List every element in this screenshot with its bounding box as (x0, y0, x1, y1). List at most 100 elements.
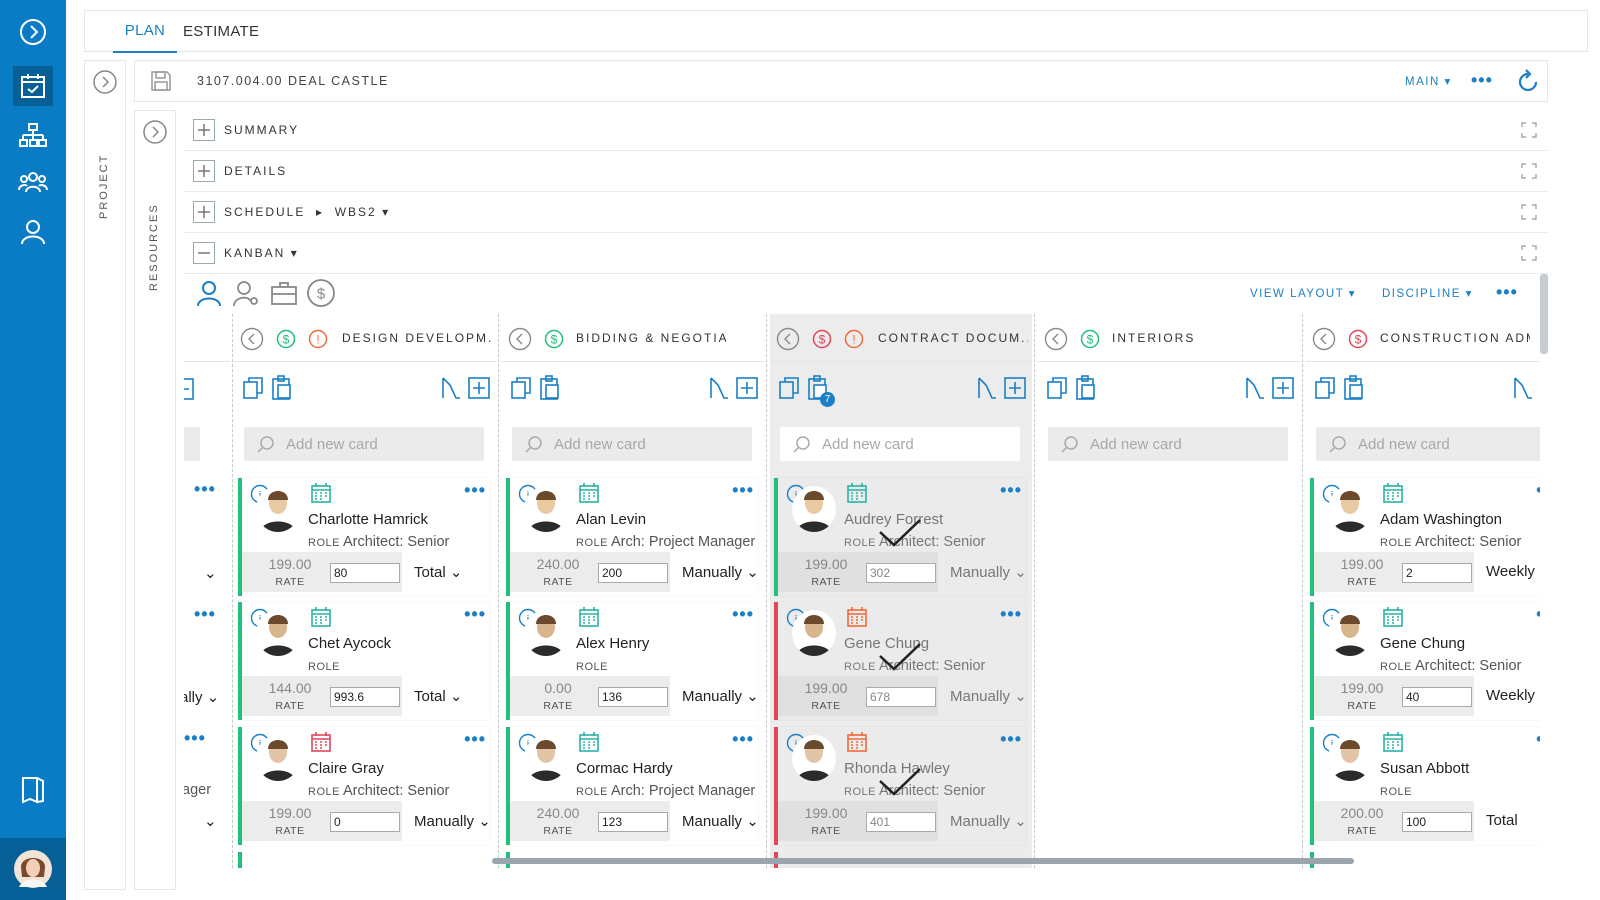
card-more-icon[interactable]: ••• (1000, 604, 1022, 624)
distribution-mode-select[interactable]: Total (1486, 812, 1518, 829)
calendar-icon[interactable] (578, 606, 600, 633)
card-more-icon[interactable]: ••• (464, 729, 486, 749)
card-more-icon[interactable]: ••• (464, 480, 486, 500)
assign-icon[interactable] (1244, 376, 1266, 405)
card-more-icon[interactable]: ••• (1536, 480, 1540, 501)
card-more-icon[interactable]: ••• (1000, 729, 1022, 749)
copy-icon[interactable] (778, 376, 802, 405)
wbs-dropdown[interactable]: WBS2 ▾ (334, 205, 391, 219)
card-more-icon[interactable]: ••• (194, 479, 216, 499)
expand-icon[interactable] (1520, 203, 1538, 226)
calendar-check-icon[interactable] (13, 66, 53, 106)
dollar-icon[interactable]: $ (306, 278, 336, 313)
add-card-icon[interactable] (736, 377, 758, 404)
team-icon[interactable] (13, 162, 53, 202)
expand-rail-icon[interactable] (13, 12, 53, 52)
paste-icon[interactable] (1074, 375, 1098, 406)
calendar-icon[interactable] (1382, 606, 1404, 633)
hours-input[interactable]: 123 (598, 812, 668, 832)
hours-input[interactable]: 40 (1402, 687, 1472, 707)
refresh-icon[interactable] (1515, 69, 1541, 100)
search-box[interactable] (184, 427, 200, 461)
calendar-icon[interactable] (846, 731, 868, 758)
calendar-icon[interactable] (1382, 731, 1404, 758)
calendar-icon[interactable] (310, 482, 332, 509)
distribution-mode-select[interactable]: Weekly (1486, 687, 1535, 704)
card-more-icon[interactable]: ••• (184, 728, 206, 748)
card-more-icon[interactable]: ••• (1536, 604, 1540, 625)
distribution-mode-select[interactable]: Manually ⌄ (682, 564, 759, 581)
paste-icon[interactable] (270, 375, 294, 406)
section-schedule[interactable]: SCHEDULE ▸ WBS2 ▾ (184, 192, 1548, 233)
card-more-icon[interactable]: ••• (732, 604, 754, 624)
plus-icon[interactable] (193, 160, 215, 182)
copy-icon[interactable] (1046, 376, 1070, 405)
tab-plan[interactable]: PLAN (113, 11, 177, 53)
card-more-icon[interactable]: ••• (464, 604, 486, 624)
section-kanban[interactable]: KANBAN ▾ (184, 233, 1548, 274)
calendar-icon[interactable] (310, 606, 332, 633)
collapse-column-icon[interactable] (508, 327, 532, 356)
distribution-mode-select[interactable]: Manually ⌄ (682, 813, 759, 830)
copy-icon[interactable] (1314, 376, 1338, 405)
hours-input[interactable]: 302 (866, 563, 936, 583)
add-card-icon[interactable] (1004, 377, 1026, 404)
hours-input[interactable]: 2 (1402, 563, 1472, 583)
view-layout-dropdown[interactable]: VIEW LAYOUT ▾ (1250, 288, 1357, 300)
distribution-mode-select[interactable]: Total ⌄ (414, 564, 463, 581)
collapse-column-icon[interactable] (240, 327, 264, 356)
main-dropdown[interactable]: MAIN ▾ (1405, 76, 1452, 88)
distribution-mode-select[interactable]: Manually ⌄ (682, 688, 759, 705)
hours-input[interactable]: 100 (1402, 812, 1472, 832)
expand-icon[interactable] (1520, 244, 1538, 267)
card-more-icon[interactable]: ••• (732, 729, 754, 749)
distribution-mode-select[interactable]: Manually ⌄ (950, 688, 1027, 705)
hours-input[interactable]: 993.6 (330, 687, 400, 707)
plus-icon[interactable] (193, 119, 215, 141)
book-icon[interactable] (13, 770, 53, 810)
person-icon[interactable] (196, 279, 222, 312)
tab-estimate[interactable]: ESTIMATE (183, 23, 260, 40)
resource-card[interactable]: i•••Chet AycockROLE144.00RATE993.6Total … (238, 602, 490, 720)
add-card-icon[interactable] (184, 378, 194, 405)
hours-input[interactable]: 80 (330, 563, 400, 583)
minus-icon[interactable] (193, 242, 215, 264)
discipline-dropdown[interactable]: DISCIPLINE ▾ (1382, 288, 1473, 300)
collapse-column-icon[interactable] (776, 327, 800, 356)
assign-icon[interactable] (976, 376, 998, 405)
add-card-icon[interactable] (1272, 377, 1294, 404)
paste-icon[interactable] (538, 375, 562, 406)
calendar-icon[interactable] (578, 731, 600, 758)
assign-icon[interactable] (708, 376, 730, 405)
assign-icon[interactable] (1512, 376, 1534, 405)
card-more-icon[interactable]: ••• (1000, 480, 1022, 500)
copy-icon[interactable] (242, 376, 266, 405)
more-options-icon[interactable]: ••• (1471, 70, 1493, 90)
expand-resources-icon[interactable] (142, 119, 168, 150)
section-details[interactable]: DETAILS (184, 151, 1548, 192)
add-card-search[interactable]: Add new card (1316, 427, 1540, 461)
distribution-mode-select[interactable]: Manually ⌄ (950, 564, 1027, 581)
add-card-icon[interactable] (468, 377, 490, 404)
horizontal-scrollbar[interactable] (492, 858, 1354, 864)
partial-mode[interactable]: ⌄ (204, 813, 217, 830)
collapse-column-icon[interactable] (1312, 327, 1336, 356)
add-card-search[interactable]: Add new card (512, 427, 752, 461)
expand-icon[interactable] (1520, 121, 1538, 144)
card-more-icon[interactable]: ••• (732, 480, 754, 500)
distribution-mode-select[interactable]: Manually ⌄ (950, 813, 1027, 830)
calendar-icon[interactable] (578, 482, 600, 509)
plus-icon[interactable] (193, 201, 215, 223)
distribution-mode-select[interactable]: Weekly (1486, 563, 1535, 580)
calendar-icon[interactable] (1382, 482, 1404, 509)
calendar-icon[interactable] (846, 606, 868, 633)
collapse-column-icon[interactable] (1044, 327, 1068, 356)
